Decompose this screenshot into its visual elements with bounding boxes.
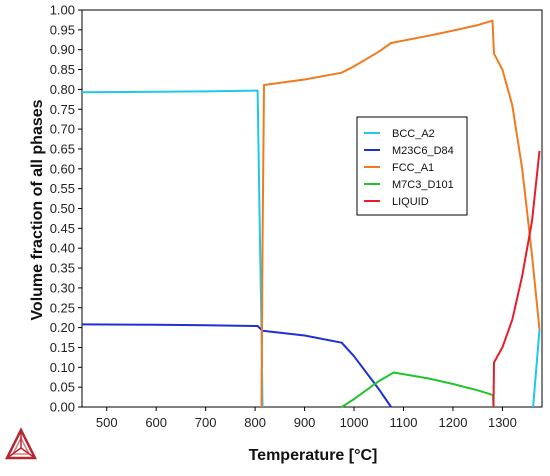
y-tick-label: 0.95 <box>50 22 75 37</box>
y-tick-label: 0.45 <box>50 221 75 236</box>
legend-label-liquid: LIQUID <box>392 196 429 208</box>
x-tick-label: 800 <box>244 415 266 430</box>
y-tick-label: 0.60 <box>50 161 75 176</box>
y-tick-label: 0.70 <box>50 122 75 137</box>
series-line-fcc-a1 <box>260 19 541 408</box>
y-tick-labels: 0.00 0.05 0.10 0.15 0.20 0.25 0.30 0.35 0.40 0.45… <box>50 3 82 415</box>
x-tick-label: 900 <box>294 415 316 430</box>
x-tick-label: 1200 <box>439 415 468 430</box>
legend: BCC_A2 M23C6_D84 FCC_A1 M7C3_D101 LIQUID <box>356 116 468 216</box>
series-lines <box>81 19 541 408</box>
legend-label-bcc-a2: BCC_A2 <box>392 128 435 140</box>
y-tick-label: 0.05 <box>50 380 75 395</box>
x-tick-label: 1300 <box>488 415 517 430</box>
y-tick-label: 0.65 <box>50 141 75 156</box>
y-tick-label: 0.80 <box>50 82 75 97</box>
x-tick-label: 700 <box>195 415 217 430</box>
y-tick-label: 0.30 <box>50 280 75 295</box>
y-tick-label: 0.20 <box>50 320 75 335</box>
y-tick-label: 0.75 <box>50 102 75 117</box>
y-tick-label: 0.85 <box>50 62 75 77</box>
x-tick-label: 1000 <box>340 415 369 430</box>
x-tick-label: 1100 <box>390 415 418 430</box>
x-axis-title: Temperature [°C] <box>249 447 378 464</box>
y-tick-label: 0.55 <box>50 181 75 196</box>
y-tick-label: 0.35 <box>50 261 75 276</box>
y-tick-label: 0.10 <box>50 360 75 375</box>
y-tick-label: 0.15 <box>50 340 75 355</box>
y-axis-title: Volume fraction of all phases <box>29 99 46 320</box>
y-tick-label: 0.40 <box>50 241 75 256</box>
y-tick-label: 0.90 <box>50 42 75 57</box>
y-tick-label: 0.25 <box>50 300 75 315</box>
series-line-bcc-a2 <box>81 89 264 408</box>
y-tick-label: 0.00 <box>50 400 75 415</box>
x-tick-labels: 500 600 700 800 900 1000 1100 1200 1300 <box>96 407 517 430</box>
legend-label-m7c3-d101: M7C3_D101 <box>392 179 454 191</box>
x-tick-label: 600 <box>145 415 167 430</box>
plot-area <box>81 9 543 408</box>
x-tick-label: 500 <box>96 415 118 430</box>
legend-label-fcc-a1: FCC_A1 <box>392 162 434 174</box>
series-line-m23c6-d84 <box>81 323 392 408</box>
thermo-calc-logo <box>4 427 38 460</box>
series-line-liquid <box>492 150 541 408</box>
legend-label-m23c6-d84: M23C6_D84 <box>392 145 454 157</box>
series-line-bcc-a2-segment <box>532 329 541 408</box>
y-tick-label: 1.00 <box>50 3 75 18</box>
y-tick-label: 0.50 <box>50 201 75 216</box>
series-line-m7c3-d101 <box>341 371 495 408</box>
